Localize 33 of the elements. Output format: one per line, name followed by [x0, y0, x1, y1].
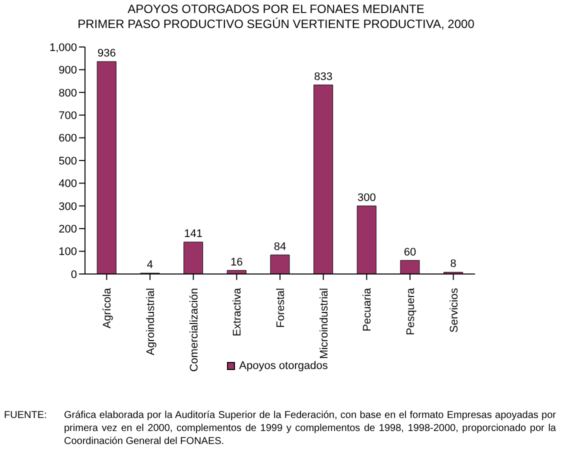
y-tick-label: 200 — [58, 224, 77, 236]
data-label: 4 — [146, 259, 154, 272]
x-tick-label: Pesquera — [405, 287, 417, 336]
y-tick-label: 800 — [58, 87, 77, 100]
y-tick-label: 700 — [58, 110, 77, 122]
data-label: 8 — [450, 258, 456, 270]
y-tick-label: 600 — [58, 132, 77, 145]
y-tick-label: 100 — [58, 246, 77, 258]
data-label: 300 — [357, 192, 376, 204]
legend-label: Apoyos otorgados — [238, 360, 328, 372]
x-tick-label: Extractiva — [232, 287, 244, 336]
data-label: 16 — [230, 256, 243, 268]
data-label: 84 — [274, 240, 286, 253]
data-label: 141 — [184, 228, 202, 240]
chart-title: APOYOS OTORGADOS POR EL FONAES MEDIANTE PRIMER PASO PRODUCTIVO SEGÚN VERTIENTE PRODUCTIVA, 2000 — [76, 2, 476, 32]
data-label: 60 — [404, 246, 416, 258]
x-tick-label: Pecuaria — [362, 287, 374, 332]
text: Gráfica elaborada por la Auditoría Superior de la Federación, con base en el formato Empresas apoyadas por primera vez en el 2000, complementos de 1999 y complementos de 1998, 1998-2000, proporcionado por la Coordinación General del FONAES. — [64, 409, 556, 448]
y-tick-label: 0 — [70, 268, 77, 281]
x-tick-label: Microindustrial — [318, 288, 330, 359]
x-tick-label: Agrícola — [102, 287, 114, 328]
y-tick-label: 400 — [58, 178, 77, 190]
data-label: 833 — [314, 70, 332, 83]
y-tick-label: 900 — [58, 64, 77, 77]
data-label: 936 — [97, 48, 116, 60]
source-note: FUENTE: — [4, 409, 48, 423]
y-tick-label: 300 — [58, 200, 77, 213]
x-tick-label: Agroindustrial — [145, 288, 157, 356]
y-tick-label: 500 — [58, 155, 77, 168]
x-tick-label: Forestal — [275, 288, 287, 328]
x-tick-label: Servicios — [448, 288, 460, 333]
y-tick-label: 1,000 — [49, 42, 77, 54]
x-tick-label: Comercialización — [188, 288, 200, 372]
